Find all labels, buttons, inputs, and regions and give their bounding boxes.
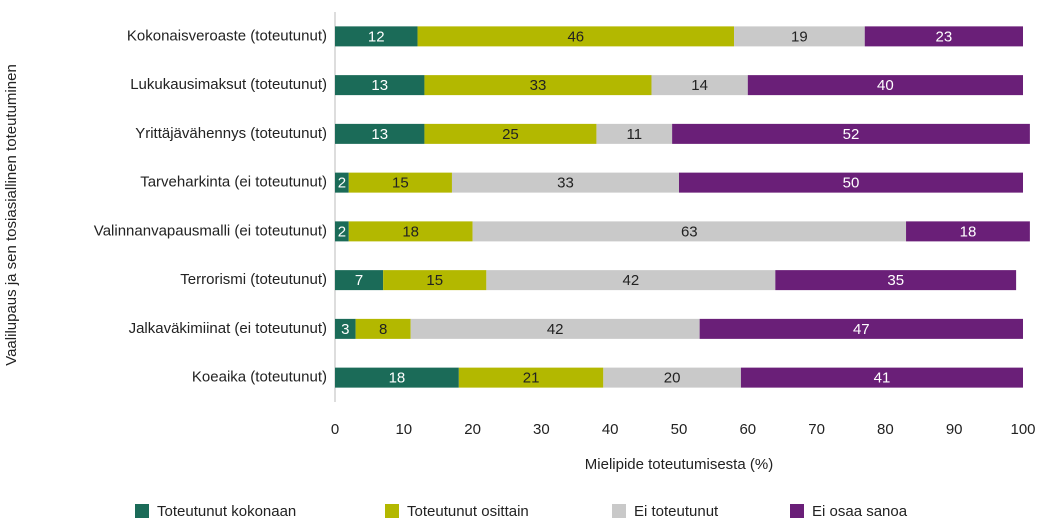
data-label: 18 xyxy=(389,370,406,387)
y-tick-label: Jalkaväkimiinat (ei toteutunut) xyxy=(129,320,327,337)
bar-segment xyxy=(335,26,418,47)
data-label: 20 xyxy=(664,370,681,387)
bar-segment xyxy=(775,270,1017,291)
x-tick-label: 40 xyxy=(602,421,619,438)
bar-segment xyxy=(672,123,1030,144)
bar-segment xyxy=(699,318,1023,339)
data-label: 23 xyxy=(936,28,953,45)
legend-label: Toteutunut kokonaan xyxy=(157,503,296,520)
bar-segment xyxy=(486,270,776,291)
data-label: 2 xyxy=(338,223,346,240)
bar-segment xyxy=(335,318,356,339)
data-label: 13 xyxy=(371,126,388,143)
data-label: 25 xyxy=(502,126,519,143)
x-tick-label: 80 xyxy=(877,421,894,438)
data-label: 46 xyxy=(567,28,584,45)
bar-segment xyxy=(410,318,700,339)
bar-segment xyxy=(651,75,748,96)
bar-segment xyxy=(355,318,411,339)
data-label: 14 xyxy=(691,77,708,94)
data-label: 52 xyxy=(843,126,860,143)
x-tick-label: 30 xyxy=(533,421,550,438)
x-tick-label: 20 xyxy=(464,421,481,438)
y-tick-label: Yrittäjävähennys (toteutunut) xyxy=(135,125,327,142)
bar-segment xyxy=(603,367,741,388)
data-label: 8 xyxy=(379,321,387,338)
data-label: 11 xyxy=(626,126,642,143)
bar-segment xyxy=(864,26,1023,47)
x-axis-title: Mielipide toteutumisesta (%) xyxy=(585,456,773,473)
data-label: 12 xyxy=(368,28,385,45)
y-tick-label: Kokonaisveroaste (toteutunut) xyxy=(127,27,327,44)
data-label: 50 xyxy=(843,175,860,192)
data-label: 15 xyxy=(392,175,409,192)
bar-segment xyxy=(335,172,349,193)
data-label: 3 xyxy=(341,321,349,338)
legend-swatch xyxy=(612,504,626,518)
bar-segment xyxy=(451,172,679,193)
data-label: 18 xyxy=(402,223,419,240)
legend-swatch xyxy=(385,504,399,518)
bar-segment xyxy=(747,75,1023,96)
legend-swatch xyxy=(135,504,149,518)
data-label: 33 xyxy=(530,77,547,94)
legend-label: Ei osaa sanoa xyxy=(812,503,908,520)
bar-segment xyxy=(458,367,604,388)
y-tick-label: Tarveharkinta (ei toteutunut) xyxy=(140,174,327,191)
bar-segment xyxy=(335,123,425,144)
data-label: 13 xyxy=(371,77,388,94)
y-tick-label: Koeaika (toteutunut) xyxy=(192,369,327,386)
data-label: 63 xyxy=(681,223,698,240)
x-tick-label: 0 xyxy=(331,421,339,438)
data-label: 2 xyxy=(338,175,346,192)
data-label: 19 xyxy=(791,28,808,45)
bar-segment xyxy=(679,172,1023,193)
bar-segment xyxy=(383,270,487,291)
bar-segment xyxy=(417,26,735,47)
x-tick-label: 10 xyxy=(395,421,412,438)
bar-segment xyxy=(906,221,1030,242)
data-label: 33 xyxy=(557,175,574,192)
data-label: 21 xyxy=(523,370,540,387)
bar-segment xyxy=(335,221,349,242)
legend-label: Ei toteutunut xyxy=(634,503,719,520)
legend-label: Toteutunut osittain xyxy=(407,503,529,520)
data-label: 42 xyxy=(547,321,564,338)
data-label: 41 xyxy=(874,370,891,387)
data-label: 47 xyxy=(853,321,870,338)
x-tick-label: 90 xyxy=(946,421,963,438)
bar-segment xyxy=(335,270,384,291)
data-label: 40 xyxy=(877,77,894,94)
data-label: 35 xyxy=(887,272,904,289)
y-tick-label: Valinnanvapausmalli (ei toteutunut) xyxy=(94,222,327,239)
x-tick-label: 60 xyxy=(739,421,756,438)
bar-segment xyxy=(348,172,452,193)
bar-segment xyxy=(596,123,673,144)
bar-segment xyxy=(348,221,473,242)
x-tick-label: 100 xyxy=(1010,421,1035,438)
data-label: 18 xyxy=(960,223,977,240)
y-tick-label: Lukukausimaksut (toteutunut) xyxy=(130,76,327,93)
bar-segment xyxy=(740,367,1023,388)
x-tick-label: 50 xyxy=(671,421,688,438)
data-label: 42 xyxy=(622,272,639,289)
bar-segment xyxy=(335,75,425,96)
bar-segment xyxy=(472,221,907,242)
bar-segment xyxy=(424,75,652,96)
bar-segment xyxy=(424,123,597,144)
bar-segment xyxy=(734,26,865,47)
legend-swatch xyxy=(790,504,804,518)
y-axis-title: Vaalilupaus ja sen tosiasiallinen toteut… xyxy=(3,64,20,366)
y-tick-label: Terrorismi (toteutunut) xyxy=(180,271,327,288)
x-tick-label: 70 xyxy=(808,421,825,438)
bar-segment xyxy=(335,367,459,388)
data-label: 7 xyxy=(355,272,363,289)
data-label: 15 xyxy=(426,272,443,289)
